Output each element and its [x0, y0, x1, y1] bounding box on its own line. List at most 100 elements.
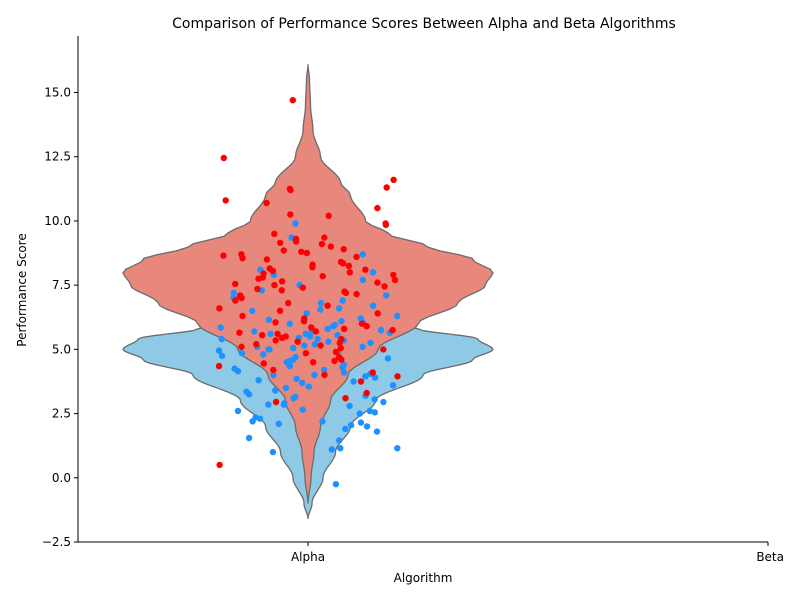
data-point — [347, 421, 355, 429]
x-tick-label-beta: Beta — [756, 550, 784, 564]
data-point — [381, 283, 388, 290]
data-point — [272, 337, 279, 344]
data-point — [372, 374, 379, 381]
data-point — [301, 315, 308, 322]
data-point — [338, 317, 345, 325]
violins — [122, 64, 494, 519]
data-point — [292, 235, 300, 243]
data-point — [269, 448, 277, 456]
data-point — [231, 365, 238, 372]
data-point — [280, 247, 287, 254]
data-point — [383, 184, 390, 191]
data-point — [337, 258, 345, 266]
data-point — [239, 312, 246, 320]
y-tick-label: 0.0 — [52, 471, 71, 485]
data-point — [245, 434, 253, 442]
data-point — [305, 383, 312, 390]
data-point — [340, 325, 348, 332]
data-point — [254, 285, 261, 293]
data-point — [270, 371, 277, 379]
data-point — [389, 326, 396, 334]
data-point — [265, 316, 273, 323]
data-point — [346, 269, 353, 276]
data-point — [373, 428, 381, 435]
data-point — [357, 419, 365, 426]
data-point — [238, 343, 245, 350]
data-point — [391, 276, 399, 284]
data-point — [331, 321, 338, 329]
data-point — [265, 346, 272, 353]
data-point — [362, 266, 369, 273]
data-point — [339, 297, 346, 304]
data-point — [363, 423, 371, 430]
data-point — [390, 271, 397, 279]
data-point — [243, 388, 250, 395]
y-tick-label: 10.0 — [44, 214, 71, 228]
data-point — [317, 306, 324, 313]
data-point — [340, 246, 347, 253]
data-point — [260, 360, 267, 367]
data-point — [371, 409, 378, 416]
data-point — [238, 350, 246, 357]
data-point — [303, 310, 310, 317]
data-point — [359, 343, 366, 350]
data-point — [338, 335, 345, 343]
violin-1 — [122, 64, 494, 504]
data-point — [370, 302, 377, 309]
data-point — [371, 396, 378, 403]
data-point — [237, 292, 244, 299]
data-point — [272, 398, 280, 406]
data-point — [320, 366, 328, 374]
data-point — [285, 299, 292, 307]
data-point — [252, 414, 259, 421]
data-point — [335, 305, 343, 312]
data-point — [265, 401, 272, 408]
data-point — [363, 389, 370, 397]
data-point — [311, 371, 318, 379]
data-point — [286, 185, 293, 192]
data-point — [263, 199, 270, 207]
data-point — [321, 234, 328, 241]
data-point — [253, 341, 260, 348]
data-point — [380, 398, 387, 406]
data-point — [317, 342, 324, 349]
data-point — [325, 212, 332, 219]
data-point — [312, 328, 319, 335]
data-point — [384, 355, 392, 362]
data-point — [286, 320, 293, 327]
axes: −2.5 0.0 2.5 5.0 7.5 10.0 12.5 15.0 Alpha Beta — [42, 36, 784, 564]
data-point — [260, 351, 267, 358]
data-point — [390, 176, 397, 183]
data-point — [341, 288, 348, 295]
data-point — [383, 292, 390, 299]
data-point — [311, 341, 319, 348]
data-point — [218, 352, 226, 359]
data-point — [234, 407, 242, 415]
y-tick-label: −2.5 — [42, 535, 71, 549]
data-point — [260, 270, 267, 277]
data-point — [276, 307, 284, 314]
data-point — [303, 249, 311, 257]
data-point — [220, 154, 227, 162]
data-point — [394, 312, 401, 320]
data-points — [215, 97, 401, 488]
data-point — [271, 281, 278, 289]
data-point — [346, 402, 353, 410]
data-point — [314, 335, 321, 343]
data-point — [302, 330, 309, 338]
data-point — [230, 289, 237, 297]
data-point — [318, 240, 326, 248]
data-point — [374, 204, 381, 212]
data-point — [289, 97, 296, 104]
data-point — [340, 361, 348, 368]
data-point — [321, 371, 328, 379]
data-point — [249, 307, 256, 314]
data-point — [369, 369, 376, 376]
data-point — [380, 346, 387, 353]
data-point — [353, 253, 360, 261]
data-point — [299, 406, 306, 413]
data-point — [356, 410, 363, 417]
data-point — [342, 395, 349, 402]
data-point — [274, 330, 281, 338]
data-point — [345, 262, 353, 270]
